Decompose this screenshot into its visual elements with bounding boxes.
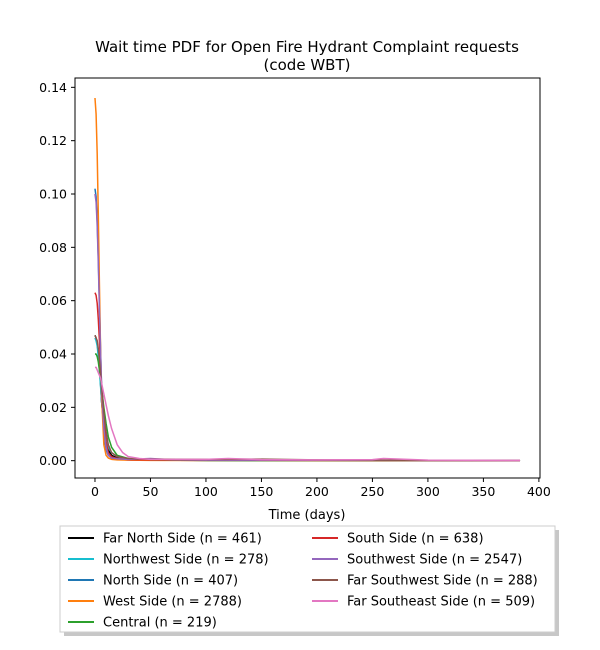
- legend-entry-5: South Side (n = 638): [347, 532, 484, 547]
- x-tick-label: 200: [305, 484, 329, 499]
- legend-entry-8: Far Southeast Side (n = 509): [347, 595, 535, 610]
- legend-entry-3: West Side (n = 2788): [103, 595, 242, 610]
- y-tick-label: 0.06: [39, 293, 67, 308]
- y-tick-label: 0.10: [39, 187, 67, 202]
- x-tick-label: 50: [143, 484, 159, 499]
- legend-entry-4: Central (n = 219): [103, 616, 217, 631]
- x-tick-label: 350: [471, 484, 495, 499]
- legend-entry-7: Far Southwest Side (n = 288): [347, 574, 538, 589]
- legend-entry-1: Northwest Side (n = 278): [103, 553, 269, 568]
- series-line-5: [94, 292, 521, 462]
- series-line-3: [94, 97, 521, 462]
- legend-entry-6: Southwest Side (n = 2547): [347, 553, 522, 568]
- x-tick-label: 0: [91, 484, 99, 499]
- series-line-1: [94, 337, 521, 462]
- series-layer: [94, 97, 521, 462]
- y-tick-label: 0.12: [39, 133, 67, 148]
- x-axis-label: Time (days): [268, 508, 346, 523]
- plot-frame: [74, 77, 541, 479]
- series-line-7: [94, 335, 521, 462]
- y-tick-label: 0.02: [39, 400, 67, 415]
- legend: Far North Side (n = 461) Northwest Side (…: [59, 525, 559, 636]
- legend-entry-0: Far North Side (n = 461): [103, 532, 262, 547]
- x-tick-label: 300: [416, 484, 440, 499]
- y-tick-label: 0.00: [39, 453, 67, 468]
- legend-entry-2: North Side (n = 407): [103, 574, 238, 589]
- x-tick-label: 400: [527, 484, 551, 499]
- series-line-6: [94, 193, 521, 462]
- series-line-8: [94, 366, 521, 462]
- chart-title: Wait time PDF for Open Fire Hydrant Comp…: [95, 38, 519, 56]
- x-tick-label: 150: [250, 484, 274, 499]
- legend-box: [59, 525, 556, 633]
- series-line-0: [94, 335, 521, 462]
- series-line-2: [94, 188, 521, 462]
- y-tick-label: 0.08: [39, 240, 67, 255]
- x-tick-label: 100: [194, 484, 218, 499]
- x-tick-label: 250: [360, 484, 384, 499]
- series-line-4: [94, 353, 521, 462]
- y-tick-label: 0.14: [39, 80, 67, 95]
- y-tick-label: 0.04: [39, 347, 67, 362]
- chart-subtitle: (code WBT): [264, 56, 351, 74]
- axes-layer: 0 50 100 150 200 250 300 350 400 0.00 0.02 0.04 0.06…: [39, 77, 551, 499]
